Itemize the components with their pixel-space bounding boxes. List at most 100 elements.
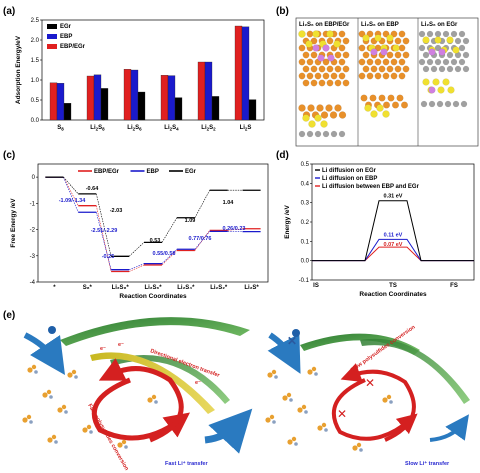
panel-label-a: (a) (3, 6, 15, 17)
atom (302, 65, 310, 73)
blocked-cross-icon: ✕ (287, 334, 297, 348)
bar (211, 96, 220, 121)
sulfur-atom (31, 364, 37, 370)
conversion-cycle-arrow (98, 358, 184, 443)
legend-swatch (47, 34, 57, 39)
atom (298, 130, 306, 138)
structure-caption-ebp: Li₂S₆ on EBP (361, 22, 399, 28)
panel-label-b: (b) (276, 6, 289, 17)
lithium-atom (54, 440, 58, 444)
atom (358, 58, 366, 66)
legend-label: Li diffusion between EBP and EGr (322, 184, 420, 190)
atom (462, 51, 470, 59)
energy-annotation: 1.04 (223, 200, 235, 206)
atom (401, 101, 408, 109)
atom (342, 79, 350, 87)
atom (437, 86, 445, 94)
barrier-annotation: 0.31 eV (384, 194, 403, 200)
atom (454, 37, 462, 45)
y-axis-label: Energy /eV (284, 205, 291, 239)
sulfur-atom (121, 439, 127, 445)
legend-label: EGr (60, 24, 72, 30)
x-tick-label: Li2S6 (127, 125, 142, 132)
y-tick-label: 2.0 (31, 38, 40, 44)
sulfur-atom (47, 437, 53, 443)
y-tick-label: -3 (30, 254, 36, 260)
atom (320, 111, 329, 119)
atom (378, 94, 386, 102)
lithium-atom (294, 442, 298, 446)
legend-label: EBP (60, 34, 72, 40)
atom (386, 65, 394, 73)
diffusion-curve (312, 200, 474, 262)
lithium-atom (29, 420, 33, 424)
y-tick-label: -1 (30, 201, 36, 207)
atom (390, 58, 398, 66)
atom (446, 36, 454, 44)
legend-label: Li diffusion on EGr (322, 168, 377, 174)
atom (432, 78, 440, 86)
atom (308, 120, 316, 128)
atom (444, 100, 452, 108)
li-transfer-arrow-in (267, 332, 301, 374)
fast-li-transfer-label: Fast Li⁺ transfer (165, 460, 208, 467)
y-axis-label: Free Energy /eV (10, 198, 17, 248)
atom (454, 65, 462, 73)
electron-label: e⁻ (195, 380, 201, 386)
y-tick-label: 0 (32, 175, 36, 181)
atom (428, 48, 436, 56)
atom (360, 94, 368, 102)
sulfur-atom (382, 397, 388, 403)
atom (460, 100, 468, 108)
atom (438, 65, 446, 73)
lithium-atom (314, 372, 318, 376)
atom (434, 58, 442, 66)
x-tick-label: S₈* (83, 285, 93, 291)
x-axis-label: Reaction Coordinates (359, 291, 427, 298)
atom (310, 79, 318, 87)
atom (383, 101, 390, 109)
sulfur-atom (46, 389, 52, 395)
sulfur-atom (82, 427, 88, 433)
x-axis-label: Reaction Coordinates (119, 293, 187, 300)
lithium-atom (274, 375, 278, 379)
atom (326, 30, 334, 38)
x-tick-label: IS (313, 283, 319, 289)
sulfur-atom (317, 425, 323, 431)
atom (422, 65, 430, 73)
atom (422, 51, 430, 59)
atom (306, 30, 314, 38)
slow-li-transfer-label: Slow Li⁺ transfer (405, 460, 450, 467)
atom (436, 100, 444, 108)
atom (302, 51, 310, 59)
atom (438, 48, 446, 56)
atom (326, 65, 334, 73)
atom (298, 58, 306, 66)
blocked-cross-icon: ✕ (337, 407, 347, 421)
panel-c-free-energy: 0 -1 -2 -3 -4 Free Energy /eV Reaction Coordin… (10, 163, 269, 300)
legend-label: EBP (147, 169, 159, 175)
atom (428, 100, 436, 108)
atom (434, 44, 442, 52)
bar (197, 61, 206, 121)
energy-connector (161, 249, 178, 264)
atom (358, 72, 366, 80)
bar (167, 75, 176, 121)
energy-connector (96, 193, 112, 257)
sulfur-atom (151, 394, 157, 400)
bar (137, 91, 146, 121)
atom (366, 58, 374, 66)
energy-annotation: 0.55/0.58 (153, 251, 176, 257)
sulfur-atom (267, 372, 273, 378)
bar (248, 99, 257, 121)
atom (306, 130, 314, 138)
lithium-atom (124, 445, 128, 449)
atom (333, 40, 341, 48)
sulfur-atom (26, 414, 32, 420)
panel-e-schematic: Fast polysulfides conversion Directional… (22, 317, 470, 472)
atom (394, 65, 402, 73)
atom (314, 114, 322, 122)
atom (327, 54, 335, 62)
